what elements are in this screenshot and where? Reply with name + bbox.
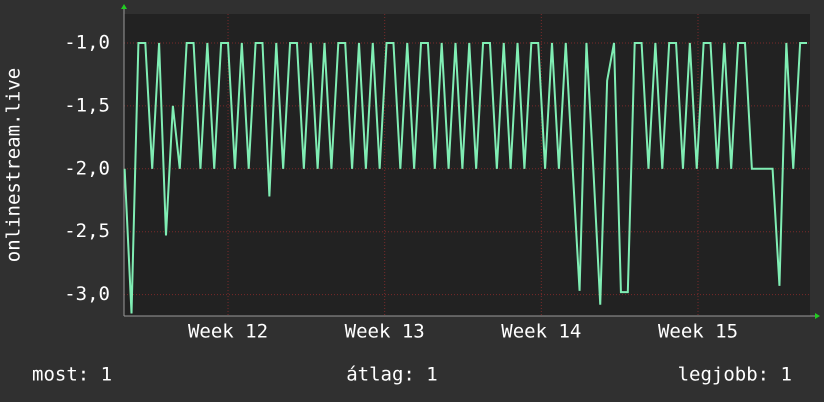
y-axis-label: onlinestream.live: [3, 68, 25, 262]
x-tick-label: Week 15: [658, 321, 738, 343]
y-tick-label: -1,5: [64, 94, 110, 116]
footer-stat: most: 1: [32, 364, 112, 386]
footer-stat: legjobb: 1: [678, 364, 792, 386]
x-tick-label: Week 14: [501, 321, 581, 343]
y-tick-label: -2,0: [64, 157, 110, 179]
footer-stat: átlag: 1: [346, 364, 438, 386]
axis-arrow: [815, 313, 820, 319]
data-line: [123, 41, 808, 314]
x-tick-label: Week 12: [188, 321, 268, 343]
y-tick-label: -1,0: [64, 31, 110, 53]
axis-arrow: [121, 4, 127, 9]
y-tick-label: -3,0: [64, 283, 110, 305]
plot-area: [124, 14, 810, 316]
y-tick-label: -2,5: [64, 220, 110, 242]
x-tick-label: Week 13: [345, 321, 425, 343]
